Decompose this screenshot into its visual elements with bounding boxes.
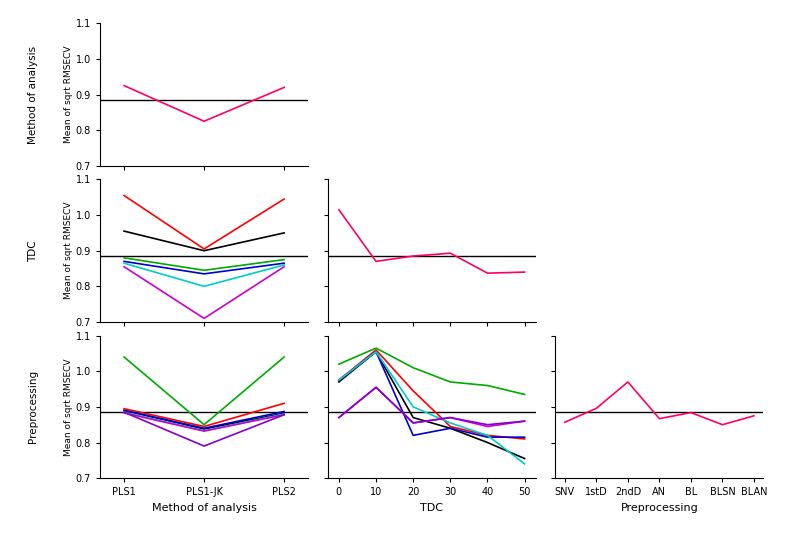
Text: Preprocessing: Preprocessing [28,370,38,443]
Y-axis label: Mean of sqrt RMSECV: Mean of sqrt RMSECV [64,202,73,299]
Text: TDC: TDC [28,240,38,261]
X-axis label: Method of analysis: Method of analysis [152,503,257,513]
X-axis label: TDC: TDC [420,503,444,513]
X-axis label: Preprocessing: Preprocessing [620,503,699,513]
Y-axis label: Mean of sqrt RMSECV: Mean of sqrt RMSECV [64,358,73,455]
Text: Method of analysis: Method of analysis [28,45,38,144]
Y-axis label: Mean of sqrt RMSECV: Mean of sqrt RMSECV [64,46,73,143]
